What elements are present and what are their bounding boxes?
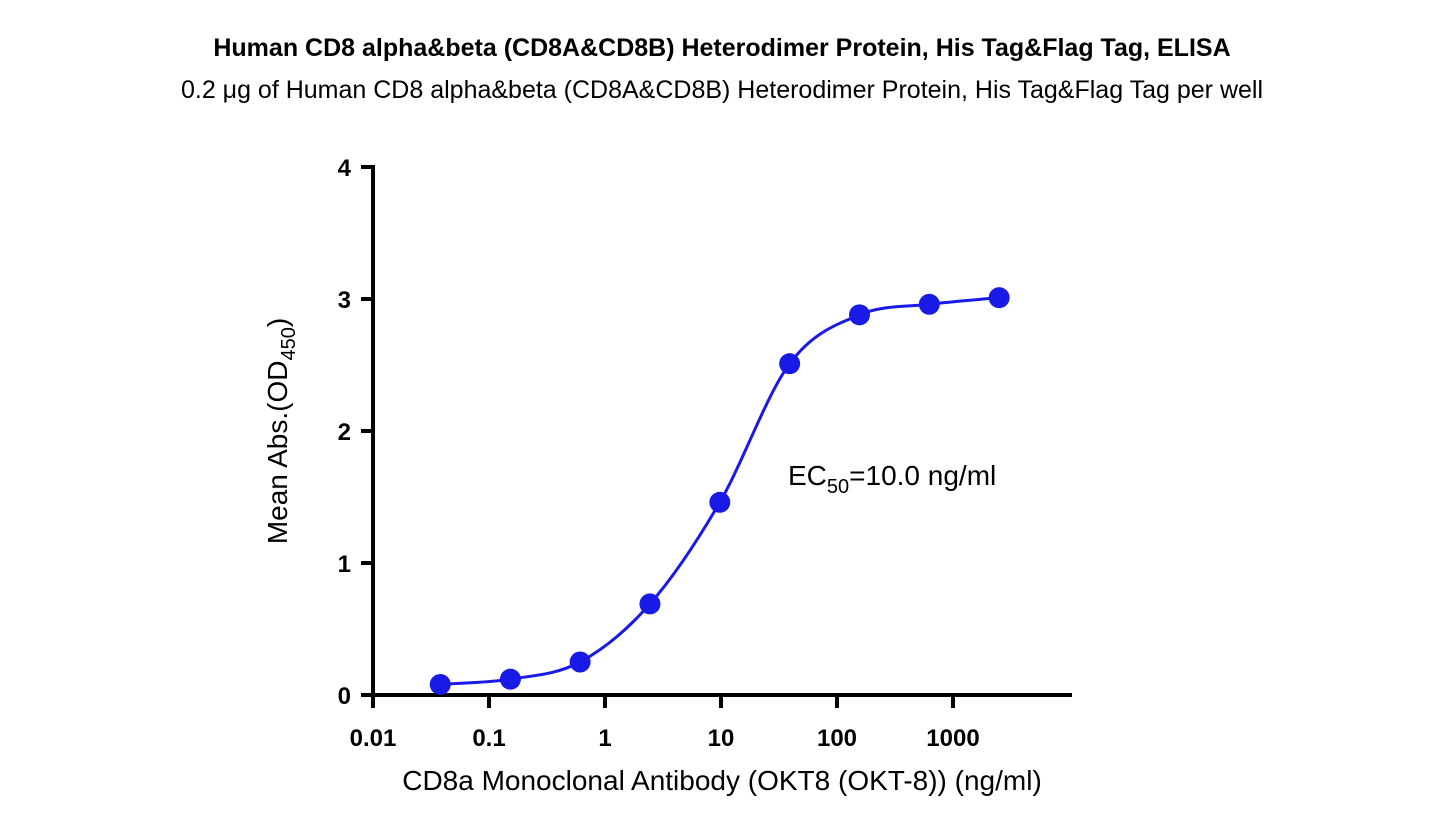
annotation-sub: 50 [827,476,849,498]
y-tick-label: 4 [338,155,352,182]
data-point [429,673,451,695]
data-point [709,491,731,513]
annotation: EC50=10.0 ng/ml [788,460,996,498]
data-point [569,651,591,673]
y-label-text: Mean Abs.(OD [262,361,293,545]
data-point [639,593,661,615]
y-label-sub: 450 [278,327,300,360]
data-point [779,353,801,375]
x-tick-label: 100 [817,725,857,752]
x-tick-label: 1000 [926,725,979,752]
x-axis-label: CD8a Monoclonal Antibody (OKT8 (OKT-8)) … [402,765,1042,796]
y-tick-label: 1 [338,551,351,578]
chart-title: Human CD8 alpha&beta (CD8A&CD8B) Heterod… [213,34,1230,62]
data-point [988,287,1010,309]
x-tick-label: 0.1 [472,725,505,752]
data-point [499,668,521,690]
y-axis-label: Mean Abs.(OD450) [262,318,300,544]
data-point [848,304,870,326]
x-tick-label: 1 [598,725,611,752]
x-tick-label: 10 [708,725,735,752]
y-tick-label: 2 [338,419,351,446]
y-label-end: ) [262,318,293,327]
fit-curve [440,296,1000,686]
annotation-text: EC [788,460,827,491]
data-point [918,293,940,315]
x-tick-label: 0.01 [350,725,397,752]
annotation-end: =10.0 ng/ml [849,460,996,491]
y-tick-label: 0 [338,683,351,710]
chart-subtitle: 0.2 μg of Human CD8 alpha&beta (CD8A&CD8… [181,76,1263,104]
y-tick-label: 3 [338,287,351,314]
